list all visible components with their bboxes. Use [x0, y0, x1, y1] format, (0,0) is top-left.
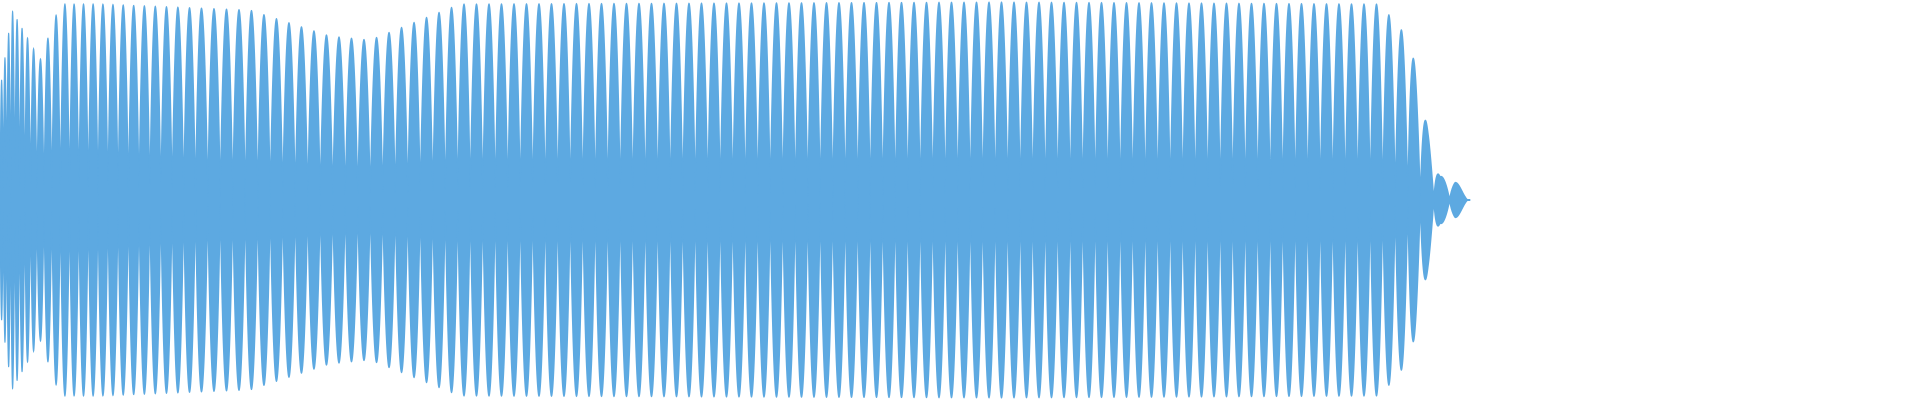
audio-waveform [0, 1, 1472, 399]
